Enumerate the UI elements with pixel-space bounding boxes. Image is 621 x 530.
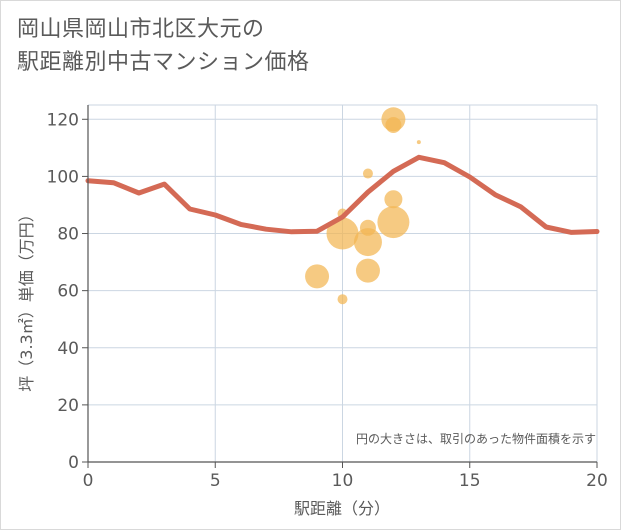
bubble-size-note: 円の大きさは、取引のあった物件面積を示す: [356, 431, 596, 446]
chart-title-line-2: 駅距離別中古マンション価格: [17, 50, 310, 75]
y-tick-label: 40: [57, 339, 79, 359]
bubble-layer: [305, 107, 421, 305]
x-tick-label: 20: [586, 471, 608, 491]
y-tick-label: 80: [57, 225, 79, 245]
x-tick-label: 0: [83, 471, 94, 491]
x-tick-label: 5: [210, 471, 221, 491]
transaction-bubble: [384, 190, 403, 209]
tick-labels: 0 5 10 15 20 0 20 40 60 80 100 120: [47, 110, 608, 491]
axes: [82, 105, 598, 468]
transaction-bubble: [305, 264, 330, 289]
transaction-bubble: [337, 294, 348, 305]
transaction-bubble: [416, 140, 421, 145]
x-tick-label: 10: [332, 471, 354, 491]
y-axis-label: 坪（3.3㎡）単価（万円）: [17, 206, 36, 391]
y-tick-label: 60: [57, 282, 79, 302]
transaction-bubble: [355, 258, 380, 283]
y-tick-label: 20: [57, 396, 79, 416]
chart-title-line-1: 岡山県岡山市北区大元の: [17, 17, 265, 42]
y-tick-label: 120: [47, 110, 79, 130]
y-tick-label: 0: [68, 453, 79, 473]
transaction-bubble: [377, 206, 410, 239]
trend-line: [85, 154, 600, 235]
transaction-bubble: [326, 217, 359, 250]
y-tick-label: 100: [47, 167, 79, 187]
transaction-bubble: [362, 168, 373, 179]
x-axis-label: 駅距離（分）: [294, 499, 390, 518]
grid-lines: [88, 104, 598, 462]
x-tick-label: 15: [459, 471, 481, 491]
chart-title: 岡山県岡山市北区大元の 駅距離別中古マンション価格: [17, 13, 310, 79]
transaction-bubble: [385, 116, 402, 133]
transaction-bubble: [353, 228, 382, 257]
